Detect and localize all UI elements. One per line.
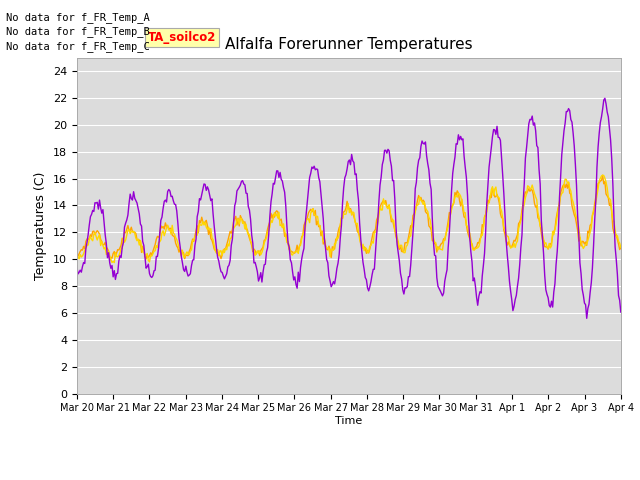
Text: No data for f_FR_Temp_A: No data for f_FR_Temp_A [6, 12, 150, 23]
Text: No data for f_FR_Temp_C: No data for f_FR_Temp_C [6, 41, 150, 52]
Ref_SoilT_1 [403, 284, 411, 289]
Title: Alfalfa Forerunner Temperatures: Alfalfa Forerunner Temperatures [225, 37, 472, 52]
Ref_SoilT_3 [474, 240, 481, 245]
Ref_SoilT_3 [106, 257, 113, 263]
Legend: Ref_SoilT_3, Ref_SoilT_2, Ref_SoilT_1: Ref_SoilT_3, Ref_SoilT_2, Ref_SoilT_1 [156, 474, 541, 480]
Ref_SoilT_3 [303, 215, 311, 221]
Ref_SoilT_2 [568, 196, 576, 202]
Ref_SoilT_1 [73, 263, 81, 268]
Ref_SoilT_2 [404, 238, 412, 244]
Ref_SoilT_3 [378, 199, 386, 205]
Ref_SoilT_1 [617, 309, 625, 315]
Ref_SoilT_2 [303, 216, 311, 222]
X-axis label: Time: Time [335, 416, 362, 426]
Text: TA_soilco2: TA_soilco2 [147, 31, 216, 44]
Ref_SoilT_2 [73, 253, 81, 259]
Ref_SoilT_1 [302, 211, 310, 216]
Line: Ref_SoilT_1: Ref_SoilT_1 [77, 98, 621, 318]
Ref_SoilT_3 [599, 172, 607, 178]
Ref_SoilT_1 [242, 190, 250, 196]
Text: No data for f_FR_Temp_B: No data for f_FR_Temp_B [6, 26, 150, 37]
Ref_SoilT_1 [473, 294, 481, 300]
Ref_SoilT_2 [599, 172, 607, 178]
Line: Ref_SoilT_3: Ref_SoilT_3 [77, 175, 621, 260]
Ref_SoilT_2 [378, 207, 386, 213]
Ref_SoilT_2 [617, 244, 625, 250]
Ref_SoilT_1 [583, 315, 591, 321]
Ref_SoilT_1 [601, 96, 609, 101]
Ref_SoilT_3 [617, 245, 625, 251]
Ref_SoilT_3 [568, 203, 576, 208]
Ref_SoilT_3 [404, 235, 412, 240]
Ref_SoilT_1 [378, 174, 385, 180]
Ref_SoilT_3 [243, 226, 251, 232]
Ref_SoilT_2 [474, 245, 481, 251]
Line: Ref_SoilT_2: Ref_SoilT_2 [77, 175, 621, 263]
Ref_SoilT_2 [111, 260, 118, 265]
Ref_SoilT_1 [567, 117, 575, 122]
Y-axis label: Temperatures (C): Temperatures (C) [35, 171, 47, 280]
Ref_SoilT_3 [73, 253, 81, 259]
Ref_SoilT_2 [243, 229, 251, 235]
